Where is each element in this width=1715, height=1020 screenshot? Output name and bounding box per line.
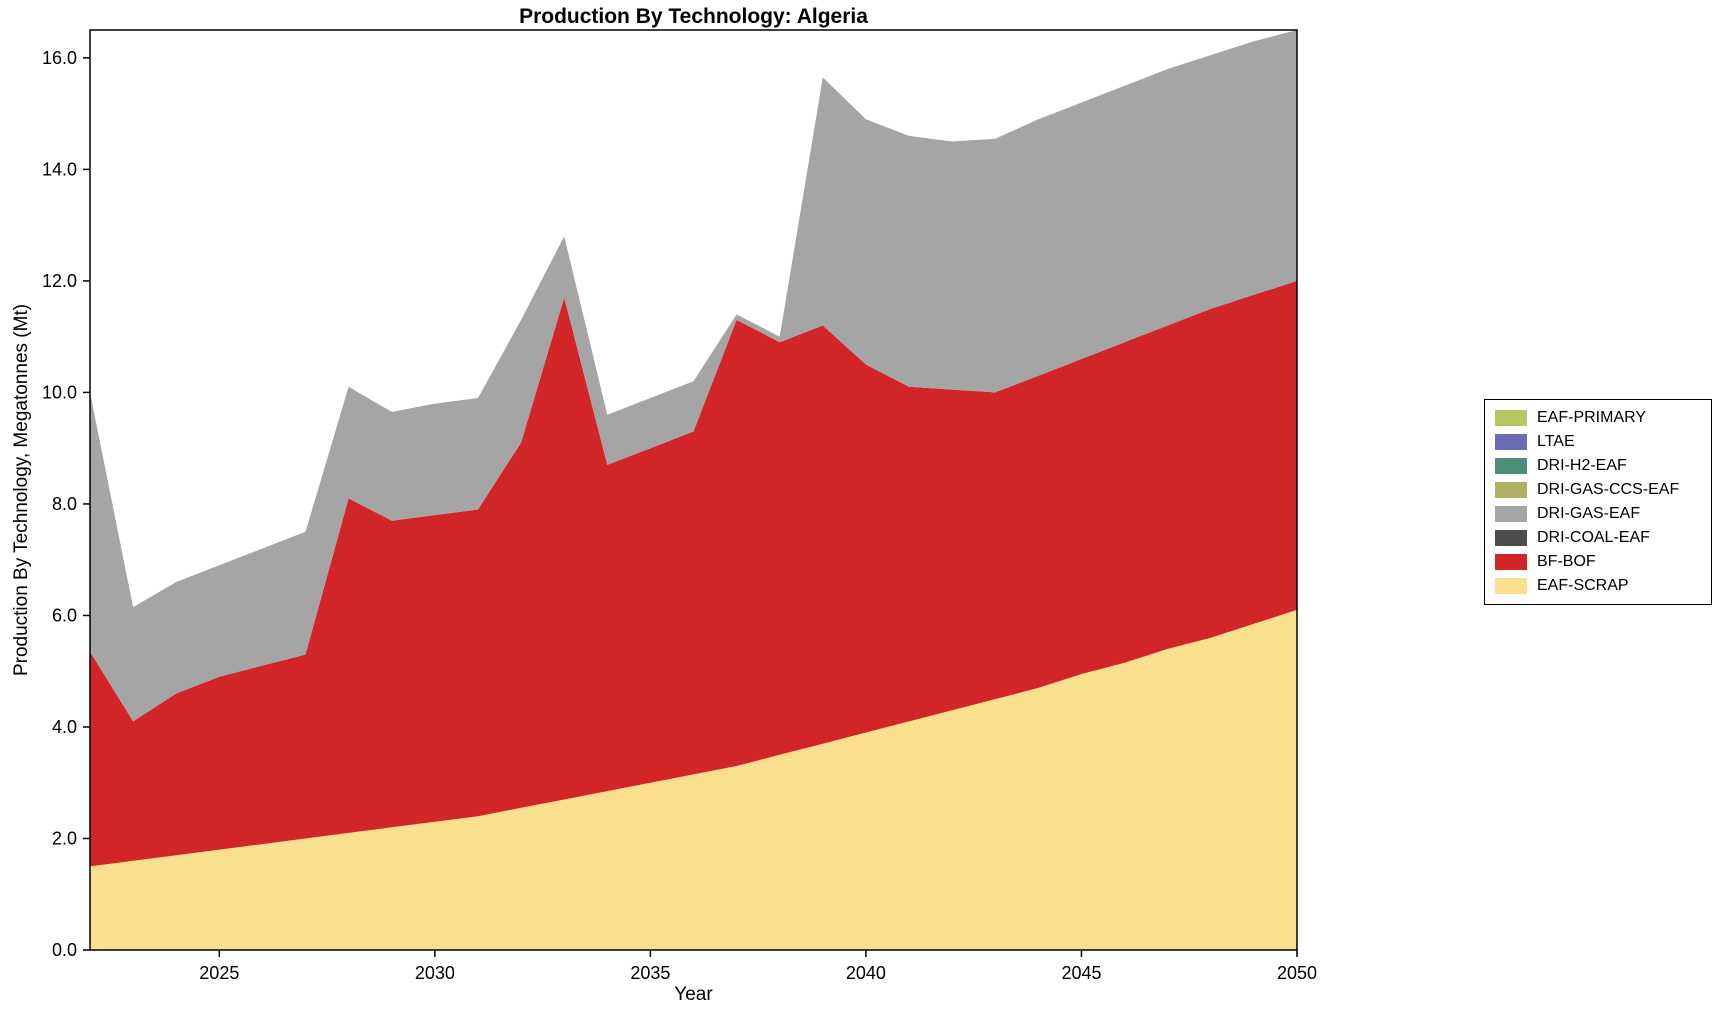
x-tick-label: 2030 [415, 963, 455, 983]
chart-title: Production By Technology: Algeria [519, 5, 868, 28]
y-tick-label: 6.0 [52, 605, 77, 625]
legend-swatch-dri-coal-eaf [1495, 530, 1527, 546]
legend-label: EAF-SCRAP [1537, 577, 1629, 594]
legend-items: EAF-PRIMARY LTAE DRI-H2-EAF DRI-GAS-CCS-EAF… [1485, 406, 1711, 598]
y-tick-label: 0.0 [52, 940, 77, 960]
legend-item-dri-coal-eaf: DRI-COAL-EAF [1485, 526, 1711, 550]
plot-frame [89, 29, 1298, 951]
y-tick-label: 16.0 [42, 48, 77, 68]
y-tick-label: 10.0 [42, 382, 77, 402]
legend-swatch-dri-h2-eaf [1495, 458, 1527, 474]
x-tick-label: 2025 [199, 963, 239, 983]
legend-label: DRI-COAL-EAF [1537, 529, 1650, 546]
legend: EAF-PRIMARY LTAE DRI-H2-EAF DRI-GAS-CCS-EAF… [1484, 399, 1712, 605]
legend-item-eaf-scrap: EAF-SCRAP [1485, 574, 1711, 598]
x-tick-label: 2040 [846, 963, 886, 983]
legend-label: EAF-PRIMARY [1537, 409, 1647, 426]
legend-label: DRI-GAS-CCS-EAF [1537, 481, 1680, 498]
x-tick-label: 2035 [630, 963, 670, 983]
legend-swatch-dri-gas-ccs-eaf [1495, 482, 1527, 498]
legend-item-ltae: LTAE [1485, 430, 1711, 454]
legend-swatch-eaf-primary [1495, 410, 1527, 426]
legend-swatch-eaf-scrap [1495, 578, 1527, 594]
legend-label: BF-BOF [1537, 553, 1596, 570]
legend-item-eaf-primary: EAF-PRIMARY [1485, 406, 1711, 430]
x-tick-label: 2050 [1277, 963, 1317, 983]
legend-label: DRI-H2-EAF [1537, 457, 1627, 474]
y-axis-label: Production By Technology, Megatonnes (Mt… [11, 303, 32, 677]
legend-label: DRI-GAS-EAF [1537, 505, 1641, 522]
legend-swatch-bf-bof [1495, 554, 1527, 570]
legend-label: LTAE [1537, 433, 1575, 450]
legend-swatch-ltae [1495, 434, 1527, 450]
legend-swatch-dri-gas-eaf [1495, 506, 1527, 522]
x-tick-label: 2045 [1061, 963, 1101, 983]
y-tick-label: 12.0 [42, 271, 77, 291]
legend-item-bf-bof: BF-BOF [1485, 550, 1711, 574]
area-bf-bof [90, 280, 1297, 867]
area-eaf-scrap [90, 609, 1297, 950]
y-tick-label: 4.0 [52, 717, 77, 737]
x-axis-label: Year [674, 984, 713, 1005]
y-tick-label: 14.0 [42, 159, 77, 179]
y-tick-label: 2.0 [52, 828, 77, 848]
legend-item-dri-gas-ccs-eaf: DRI-GAS-CCS-EAF [1485, 478, 1711, 502]
legend-item-dri-h2-eaf: DRI-H2-EAF [1485, 454, 1711, 478]
area-dri-gas-eaf [90, 30, 1297, 722]
legend-item-dri-gas-eaf: DRI-GAS-EAF [1485, 502, 1711, 526]
y-tick-label: 8.0 [52, 494, 77, 514]
